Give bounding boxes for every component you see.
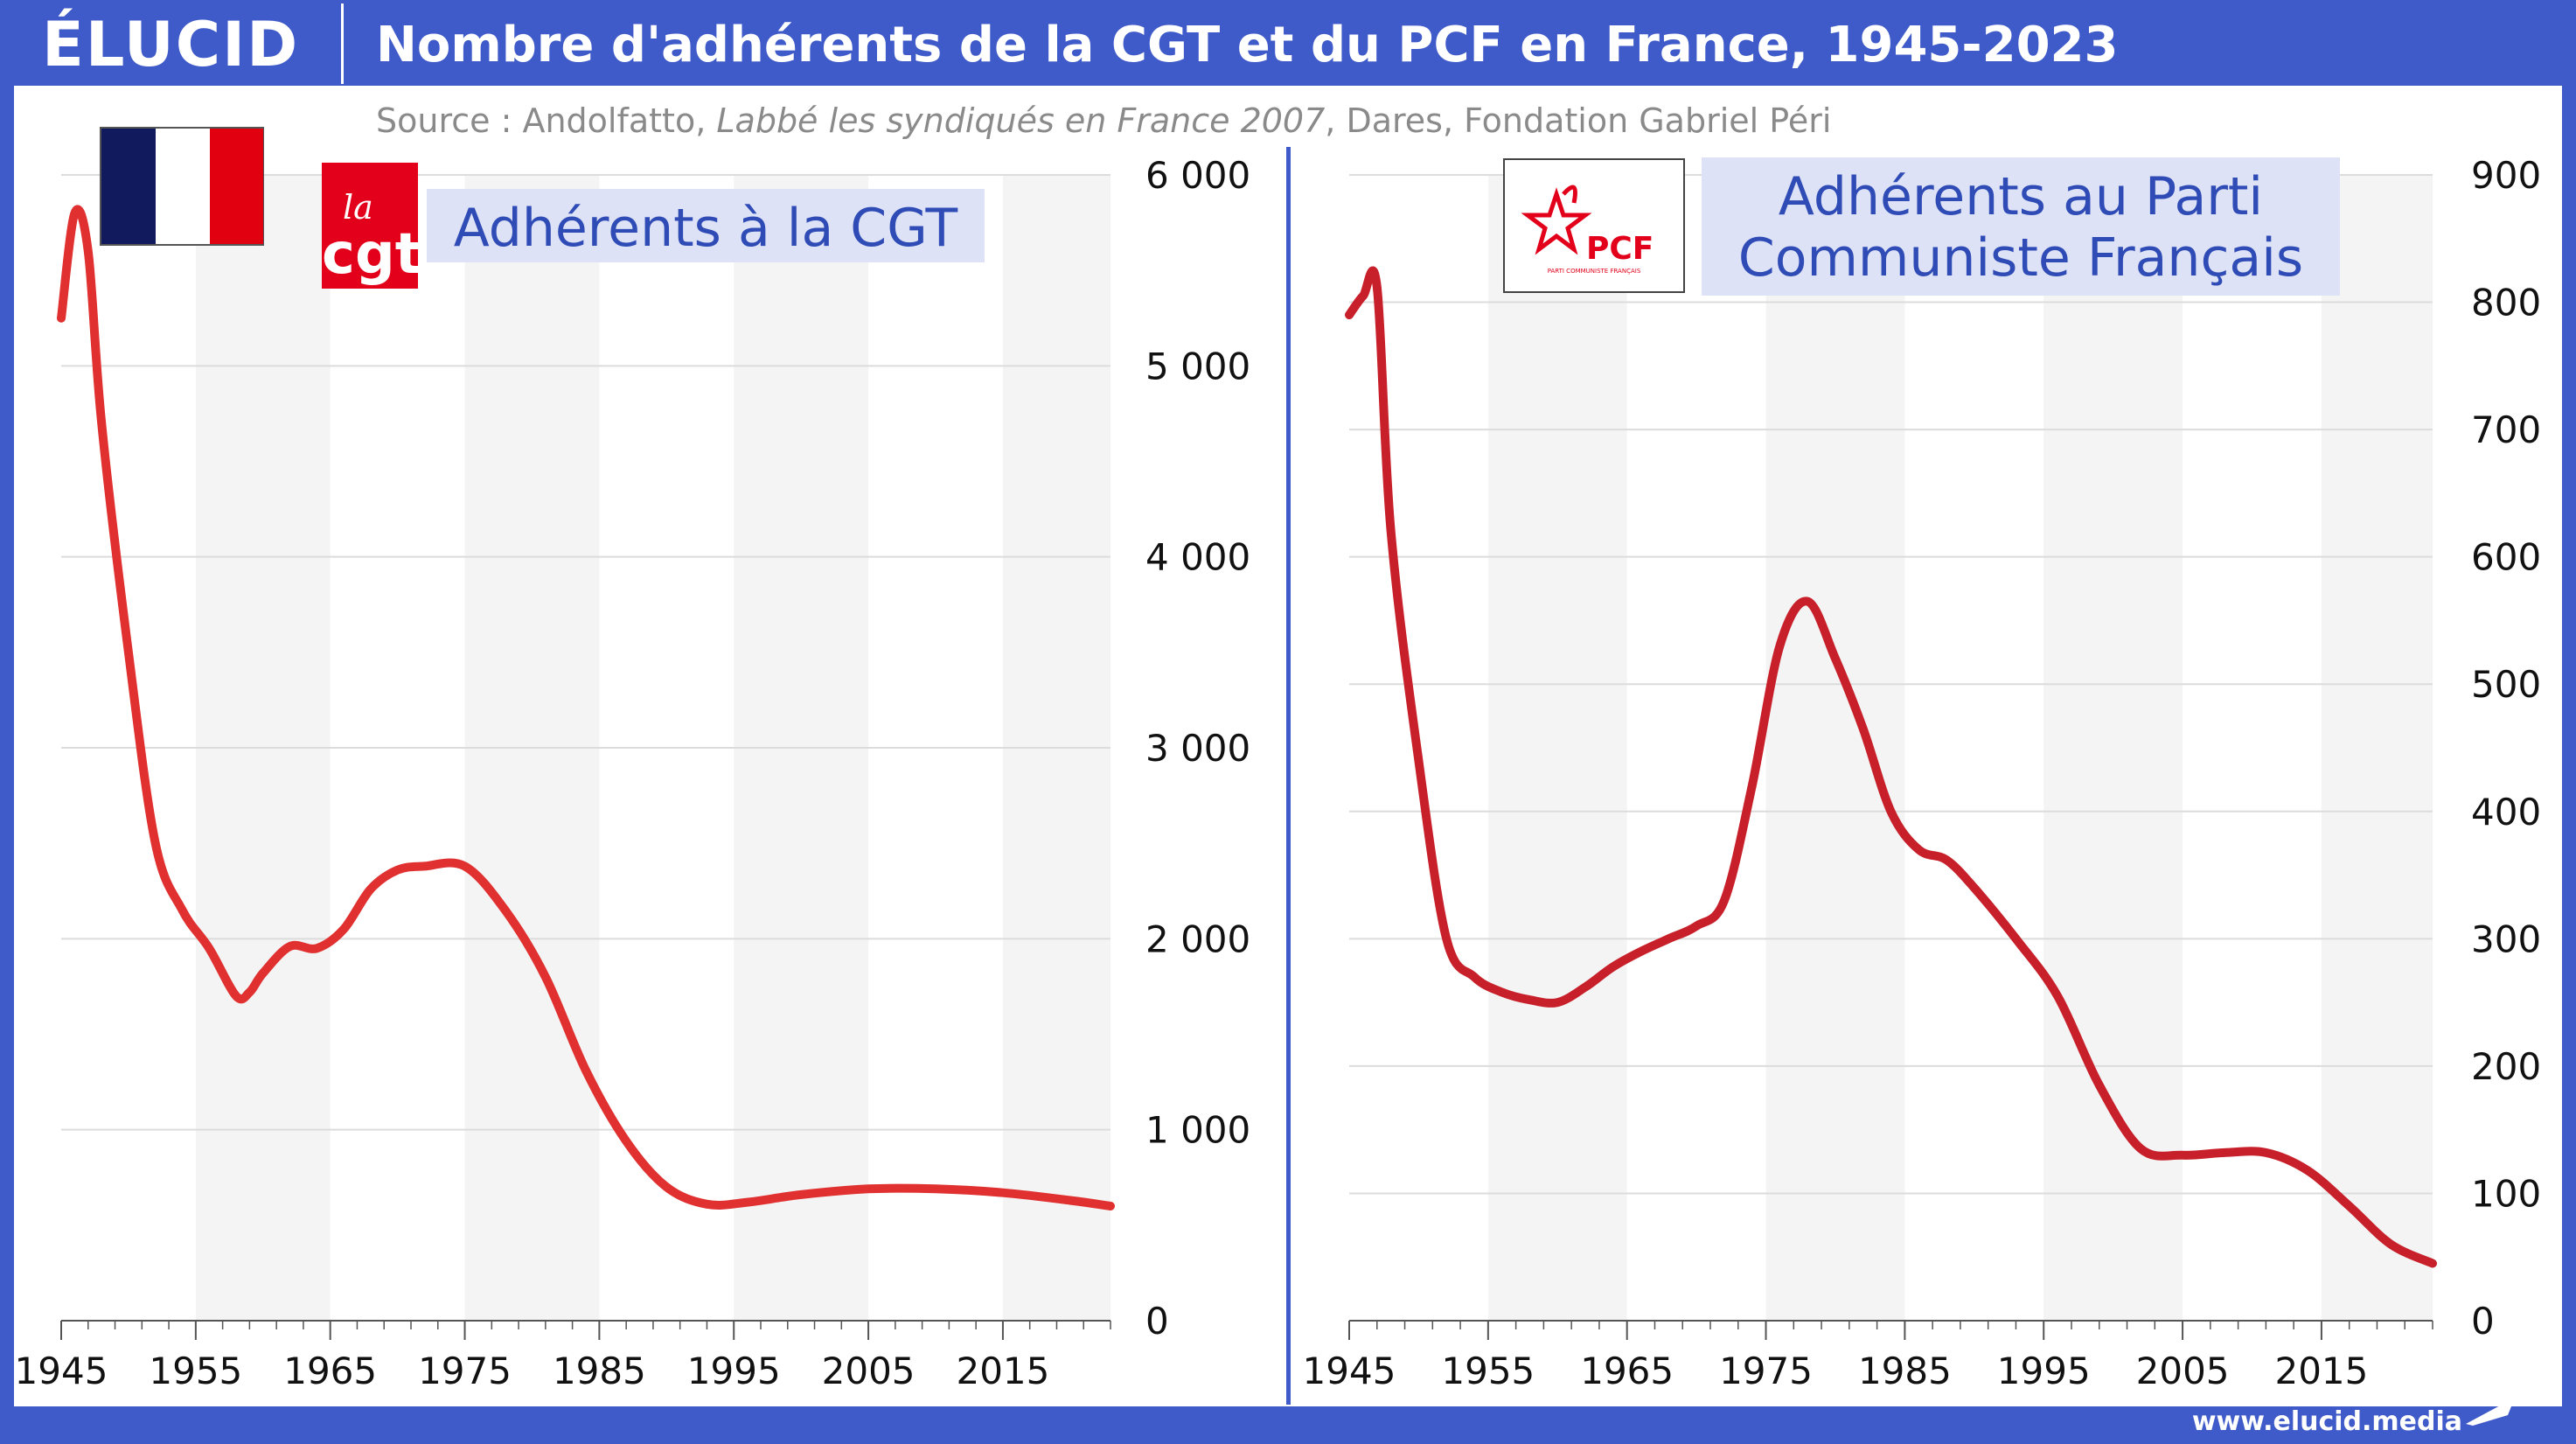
chart-pcf: 0 100 200 300 400 500 600 700 800 900 1945 1955 1965…: [1303, 154, 2542, 1392]
y-tick-label: 1 000: [1145, 1109, 1250, 1152]
cgt-logo-text: cgt: [322, 222, 421, 287]
y-tick-label: 800: [2471, 282, 2541, 324]
x-tick-label: 2005: [2136, 1350, 2230, 1392]
y-tick-label: 400: [2471, 791, 2541, 834]
x-tick-label: 1945: [1303, 1350, 1396, 1392]
y-tick-label: 5 000: [1145, 345, 1250, 387]
header-divider: [341, 3, 344, 84]
x-tick-label: 1955: [1441, 1350, 1535, 1392]
pcf-panel-title-line: Communiste Français: [1738, 227, 2303, 289]
cgt-logo: la cgt: [322, 163, 421, 289]
source-prefix: Source : Andolfatto,: [376, 101, 717, 140]
x-tick-label: 1995: [1997, 1350, 2091, 1392]
decade-band: [1765, 175, 1905, 1321]
y-tick-label: 500: [2471, 663, 2541, 706]
x-tick-label: 1975: [1719, 1350, 1813, 1392]
y-tick-label: 900: [2471, 154, 2541, 197]
y-tick-label: 3 000: [1145, 727, 1250, 770]
source-note: Source : Andolfatto, Labbé les syndiqués…: [376, 96, 1831, 145]
y-tick-label: 4 000: [1145, 536, 1250, 579]
series-line: [1345, 266, 2437, 1268]
cgt-logo-la: la: [343, 188, 373, 227]
y-tick-label: 200: [2471, 1045, 2541, 1088]
elucid-mark-icon: [2466, 1398, 2515, 1426]
decade-band: [1487, 175, 1627, 1321]
source-suffix: , Dares, Fondation Gabriel Péri: [1325, 101, 1832, 140]
source-italic: Labbé les syndiqués en France 2007: [716, 101, 1326, 140]
france-flag-icon: [100, 127, 264, 246]
x-tick-label: 1995: [687, 1350, 781, 1392]
y-tick-label: 0: [1145, 1300, 1169, 1343]
pcf-star-icon: [1521, 187, 1592, 255]
header-bar: ÉLUCID Nombre d'adhérents de la CGT et d…: [0, 0, 2576, 86]
cgt-title-box: [427, 189, 985, 262]
x-tick-label: 1985: [1858, 1350, 1952, 1392]
panel-divider: [1286, 147, 1291, 1405]
chart-cgt: 0 1 000 2 000 3 000 4 000 5 000 6 000 1945 1955 1…: [15, 154, 1251, 1392]
x-tick-label: 1965: [1580, 1350, 1674, 1392]
cgt-panel-title: Adhérents à la CGT: [454, 198, 958, 259]
pcf-logo: PCF PARTI COMMUNISTE FRANÇAIS: [1503, 158, 1685, 293]
pcf-logo-subtext: PARTI COMMUNISTE FRANÇAIS: [1548, 268, 1641, 275]
y-tick-label: 0: [2471, 1300, 2495, 1343]
pcf-panel-title: Adhérents au Parti Communiste Français: [1738, 166, 2303, 289]
footer-bar: [0, 1406, 2576, 1444]
y-tick-label: 300: [2471, 917, 2541, 960]
x-tick-label: 2015: [956, 1350, 1049, 1392]
x-tick-label: 1965: [283, 1350, 377, 1392]
x-tick-label: 1945: [15, 1350, 108, 1392]
series-line: [57, 205, 1115, 1210]
decade-band: [2321, 175, 2433, 1321]
elucid-logo: ÉLUCID: [42, 9, 300, 80]
x-tick-label: 1975: [418, 1350, 512, 1392]
x-tick-label: 2005: [822, 1350, 916, 1392]
y-tick-label: 2 000: [1145, 917, 1250, 960]
pcf-title-box: [1702, 157, 2340, 296]
x-tick-label: 1985: [553, 1350, 646, 1392]
y-tick-label: 700: [2471, 408, 2541, 451]
pcf-logo-text: PCF: [1586, 231, 1654, 267]
x-tick-label: 2015: [2274, 1350, 2368, 1392]
y-tick-label: 600: [2471, 536, 2541, 579]
site-url: www.elucid.media: [2191, 1406, 2462, 1437]
decade-band: [2043, 175, 2183, 1321]
y-tick-label: 100: [2471, 1172, 2541, 1215]
pcf-panel-title-line: Adhérents au Parti: [1779, 166, 2263, 227]
y-tick-label: 6 000: [1145, 154, 1250, 197]
page-title: Nombre d'adhérents de la CGT et du PCF e…: [376, 17, 2119, 73]
x-tick-label: 1955: [149, 1350, 242, 1392]
